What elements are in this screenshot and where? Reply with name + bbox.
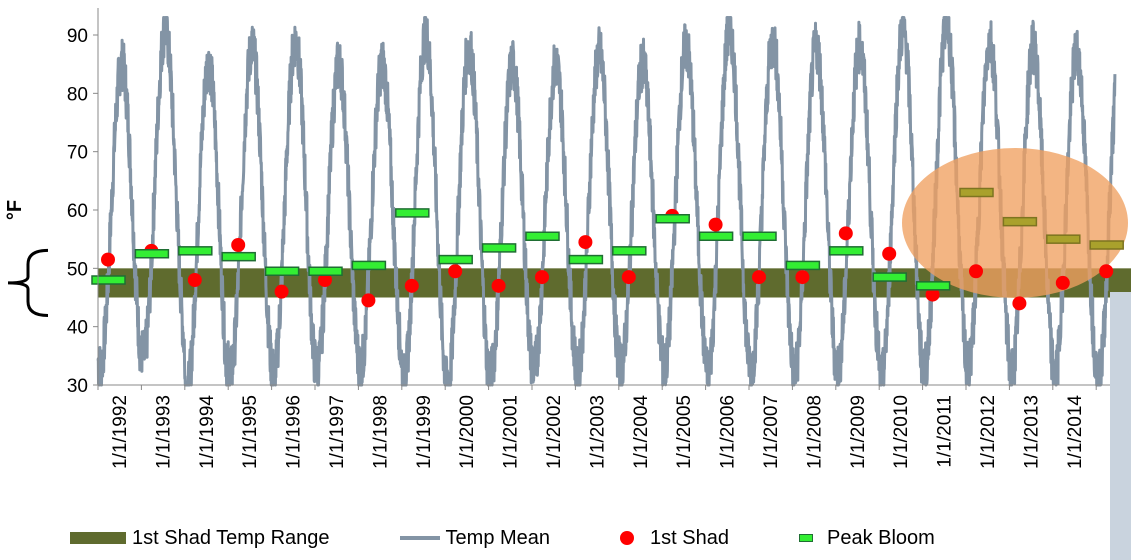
x-tick-label: 1/1/2002: [544, 395, 565, 469]
bloom-swatch-icon: [799, 534, 813, 542]
peak-bloom-marker: [698, 231, 734, 241]
first-shad-layer: [101, 208, 1114, 311]
x-tick-label: 1/1/1999: [414, 395, 435, 469]
peak-bloom-marker: [1089, 240, 1124, 250]
x-tick-label: 1/1/2006: [718, 395, 739, 469]
peak-bloom-marker: [438, 254, 473, 265]
legend-item-temp-range: 1st Shad Temp Range: [70, 527, 330, 550]
x-tick-label: 1/1/2009: [848, 395, 869, 469]
x-tick-label: 1/1/1993: [153, 395, 174, 469]
peak-bloom-marker: [1002, 216, 1038, 227]
legend-item-peak-bloom: Peak Bloom: [799, 527, 935, 550]
peak-bloom-marker: [395, 208, 430, 218]
y-tick-label: 60: [67, 201, 88, 222]
x-tick-label: 1/1/2011: [935, 395, 956, 468]
peak-bloom-marker: [134, 249, 170, 259]
brace-icon: [7, 248, 49, 317]
legend-item-first-shad: 1st Shad: [620, 527, 729, 550]
peak-bloom-marker: [829, 246, 864, 256]
first-shad-point: [795, 270, 810, 285]
legend-item-temp-mean: Temp Mean: [399, 526, 551, 550]
x-tick-label: 1/1/2003: [587, 395, 608, 469]
temp-mean-layer: [96, 16, 1117, 387]
x-tick-label: 1/1/1992: [110, 395, 131, 469]
first-shad-point: [1055, 275, 1070, 290]
peak-bloom-marker: [481, 243, 517, 253]
legend-label: Temp Mean: [445, 526, 551, 549]
temp-mean-line: [96, 16, 1117, 387]
x-tick-label: 1/1/2010: [891, 395, 912, 469]
first-shad-point: [752, 270, 766, 285]
first-shad-point: [404, 278, 419, 293]
first-shad-point: [925, 287, 940, 302]
y-tick-label: 90: [67, 26, 88, 47]
peak-bloom-marker: [178, 246, 213, 256]
peak-bloom-marker: [351, 260, 387, 271]
peak-bloom-marker: [221, 251, 256, 262]
first-shad-point: [838, 226, 853, 241]
y-tick-label: 40: [67, 318, 88, 339]
peak-bloom-marker: [915, 281, 951, 291]
y-tick-label: 50: [67, 259, 88, 280]
peak-bloom-marker: [1046, 234, 1081, 244]
x-tick-label: 1/1/2007: [761, 395, 782, 469]
peak-bloom-marker: [568, 254, 604, 265]
first-shad-point: [882, 246, 897, 261]
peak-bloom-marker: [308, 266, 343, 276]
first-shad-point: [101, 252, 115, 267]
first-shad-point: [708, 217, 723, 232]
y-tick-label: 30: [67, 376, 88, 397]
first-shad-point: [187, 273, 202, 287]
x-tick-label: 1/1/1996: [284, 395, 305, 469]
y-axis-title: °F: [4, 200, 26, 220]
x-tick-label: 1/1/2004: [631, 395, 652, 469]
x-tick-label: 1/1/2012: [978, 395, 999, 469]
first-shad-point: [578, 235, 593, 250]
first-shad-point: [535, 270, 549, 285]
first-shad-point: [621, 270, 636, 285]
first-shad-point: [969, 264, 983, 279]
peak-bloom-marker: [612, 246, 647, 256]
first-shad-point: [274, 284, 289, 299]
x-tick-label: 1/1/2001: [501, 395, 522, 469]
peak-bloom-marker: [959, 187, 994, 198]
first-shad-point: [1012, 296, 1027, 311]
peak-bloom-marker: [525, 231, 560, 241]
first-shad-point: [491, 278, 506, 293]
range-swatch-icon: [70, 532, 126, 544]
annotation-layer: [7, 248, 49, 317]
dot-swatch-icon: [620, 531, 635, 545]
legend-label: 1st Shad: [650, 526, 729, 549]
legend: 1st Shad Temp Range Temp Mean 1st Shad P…: [70, 520, 935, 556]
peak-bloom-marker: [742, 231, 777, 241]
first-shad-point: [318, 273, 332, 287]
x-tick-label: 1/1/1994: [197, 395, 218, 469]
peak-bloom-marker: [91, 275, 126, 285]
peak-bloom-marker: [872, 272, 907, 282]
first-shad-point: [361, 293, 376, 308]
x-tick-label: 1/1/2000: [457, 395, 478, 469]
peak-bloom-layer: [91, 187, 1124, 291]
x-tick-label: 1/1/2014: [1065, 395, 1086, 469]
chart-canvas: 30 40 50 60 70 80 90 1/1/1992 1/1/1993 1/1/1994 1/…: [4, 8, 1131, 469]
line-swatch-icon: [399, 536, 440, 540]
first-shad-point: [448, 264, 463, 279]
peak-bloom-marker: [264, 266, 300, 276]
peak-bloom-marker: [785, 260, 821, 271]
x-tick-label: 1/1/2005: [674, 395, 695, 469]
legend-label: Peak Bloom: [827, 526, 935, 549]
x-tick-label: 1/1/1995: [240, 395, 261, 469]
x-tick-label: 1/1/1998: [370, 395, 391, 469]
x-tick-label: 1/1/2013: [1021, 395, 1042, 469]
x-tick-label: 1/1/1997: [327, 395, 348, 469]
first-shad-point: [1099, 264, 1114, 279]
side-panel-strip: [1110, 292, 1131, 560]
first-shad-point: [231, 238, 246, 252]
axes-layer: 30 40 50 60 70 80 90 1/1/1992 1/1/1993 1/1/1994 1/…: [4, 8, 1131, 469]
x-tick-label: 1/1/2008: [804, 395, 825, 469]
y-tick-label: 80: [67, 84, 88, 105]
peak-bloom-marker: [655, 214, 690, 224]
legend-label: 1st Shad Temp Range: [132, 526, 330, 549]
y-tick-label: 70: [67, 143, 88, 164]
